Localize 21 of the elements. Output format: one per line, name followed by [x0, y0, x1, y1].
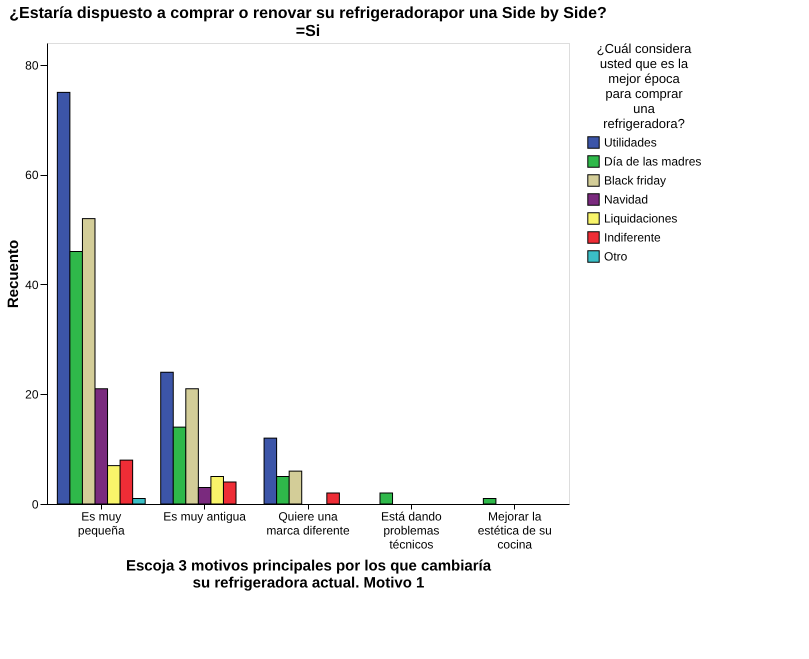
x-tick-label: Quiere una marca diferente [266, 510, 350, 538]
legend-label: Indiferente [604, 230, 662, 244]
legend-label: Día de las madres [604, 154, 702, 168]
chart-title: ¿Estaría dispuesto a comprar o renovar su refrigeradorapor una Side by Side? =Si [9, 5, 607, 40]
y-tick-label: 20 [25, 388, 39, 402]
legend-title: ¿Cuál considera usted que es la mejor época para comprar una refrigeradora? [596, 41, 692, 131]
legend-label: Otro [604, 250, 628, 264]
x-tick-label: Es muy antigua [163, 510, 246, 524]
y-tick-label: 0 [32, 498, 39, 512]
y-axis-title: Recuento [5, 240, 22, 308]
legend-label: Liquidaciones [604, 212, 678, 226]
y-tick-label: 60 [25, 168, 39, 182]
legend-label: Utilidades [604, 136, 657, 150]
x-tick-label: Está dando problemas técnicos [381, 510, 442, 552]
y-tick-label: 40 [25, 278, 39, 292]
x-axis-title: Escoja 3 motivos principales por los que cambiaría su refrigeradora actual. Motivo 1 [126, 558, 492, 592]
legend-label: Black friday [604, 174, 666, 188]
y-tick-label: 80 [25, 58, 39, 72]
x-tick-label: Es muy pequeña [78, 510, 125, 538]
x-tick-label: Mejorar la estética de su cocina [478, 510, 552, 552]
legend-label: Navidad [604, 192, 648, 206]
